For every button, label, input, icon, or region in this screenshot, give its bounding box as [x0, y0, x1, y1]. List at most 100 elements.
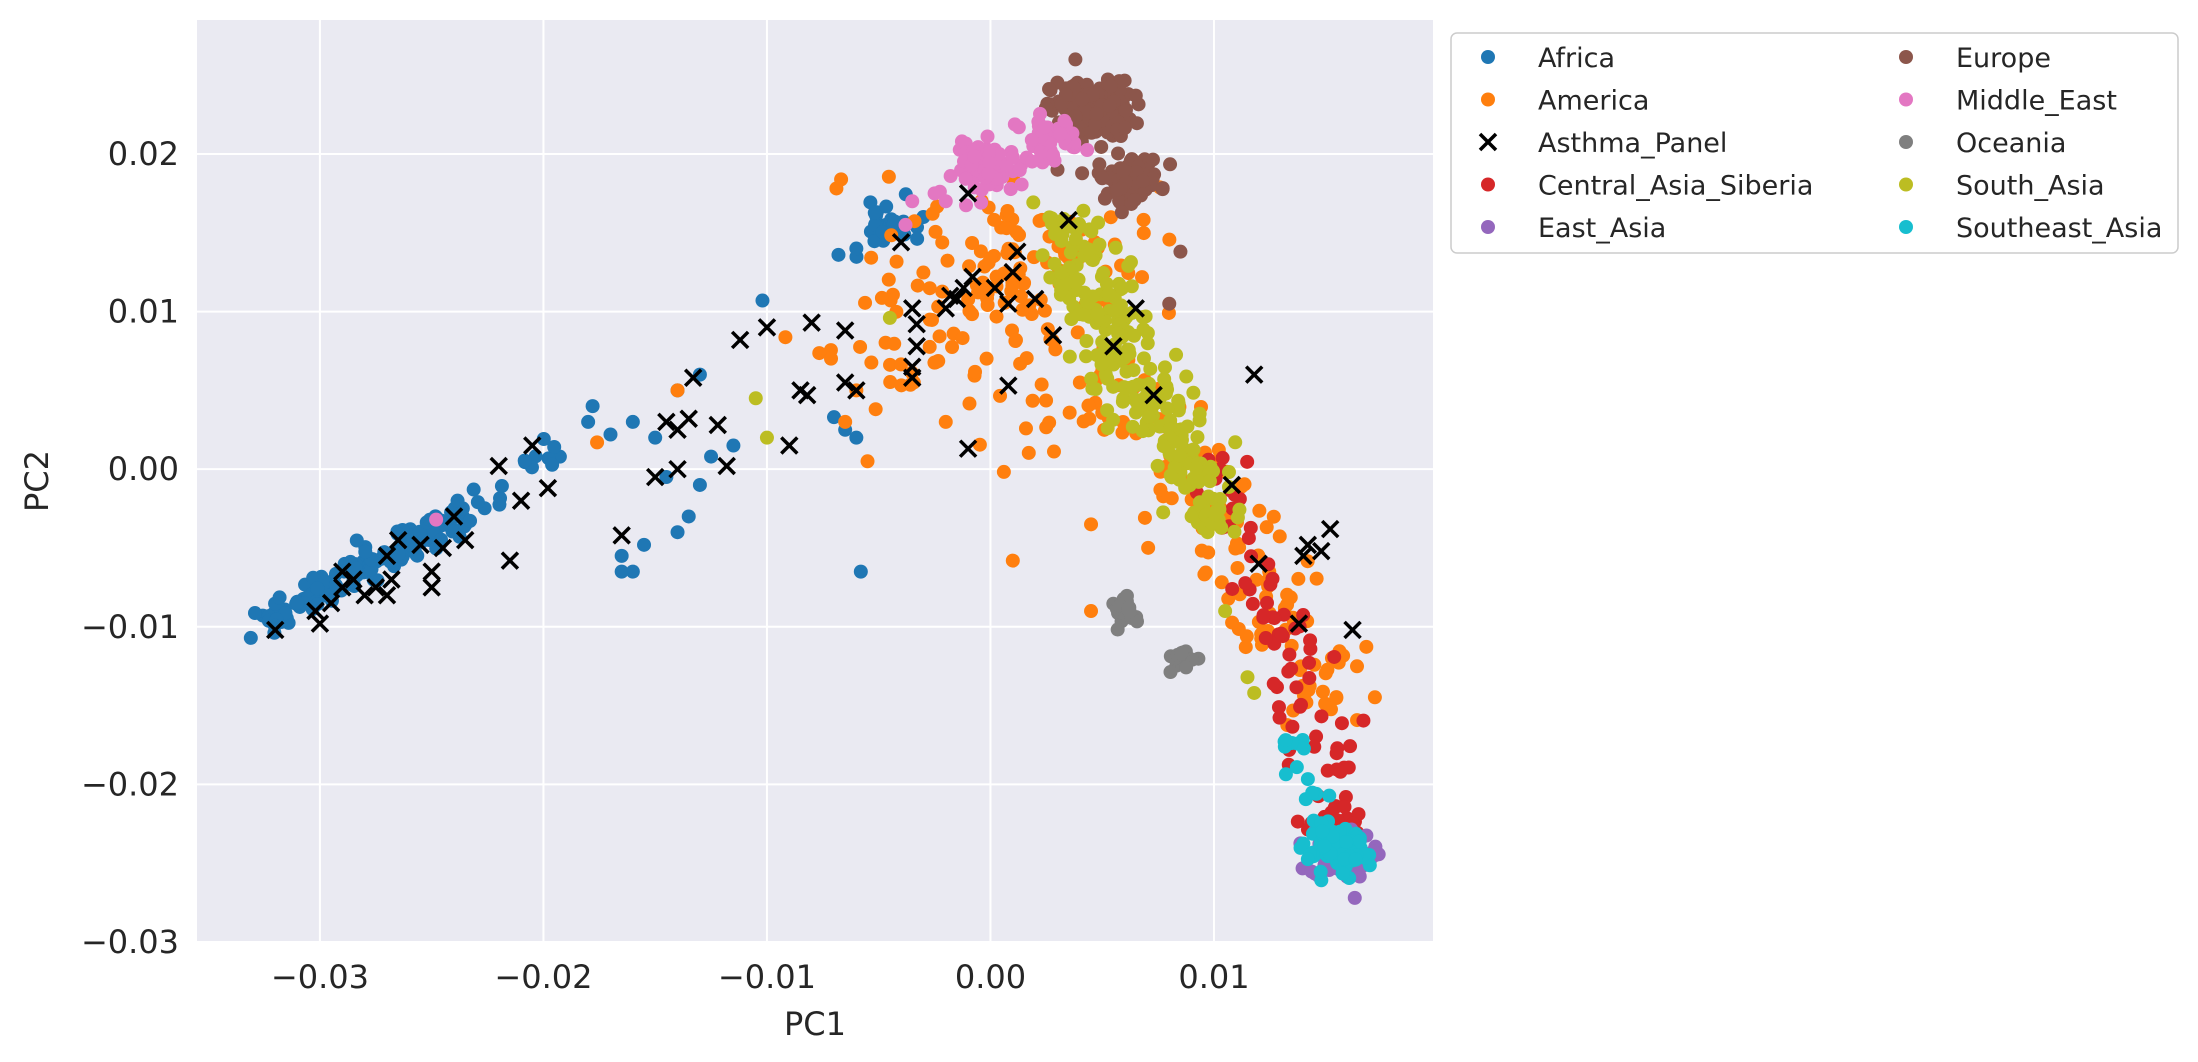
point-southeast-asia	[1305, 785, 1320, 800]
point-central-asia-siberia	[1334, 716, 1349, 731]
point-south-asia	[1179, 369, 1194, 384]
point-central-asia-siberia	[1343, 739, 1358, 754]
point-africa	[867, 205, 882, 220]
point-southeast-asia	[1278, 767, 1293, 782]
point-america	[922, 339, 937, 354]
point-asthma-panel	[985, 278, 1005, 298]
point-central-asia-siberia	[1302, 671, 1317, 686]
point-europe	[1127, 192, 1142, 207]
point-south-asia	[1063, 245, 1078, 260]
point-america	[1048, 342, 1063, 357]
point-south-asia	[1035, 248, 1050, 263]
data-points	[243, 52, 1386, 905]
legend-marker	[1481, 220, 1495, 234]
point-central-asia-siberia	[1282, 647, 1297, 662]
point-america	[1141, 540, 1156, 555]
point-middle-east	[1046, 148, 1061, 163]
point-south-asia	[1227, 524, 1242, 539]
y-tick-labels: 0.02 0.01 0.00 −0.01 −0.02 −0.03	[81, 135, 179, 961]
point-america	[1081, 398, 1096, 413]
point-america	[1230, 560, 1245, 575]
point-southeast-asia	[1289, 760, 1304, 775]
point-middle-east	[1012, 163, 1027, 178]
point-asthma-panel	[306, 601, 325, 621]
point-europe	[1103, 79, 1118, 94]
point-europe	[1118, 103, 1133, 118]
point-south-asia	[1221, 465, 1236, 480]
point-south-asia	[1076, 203, 1091, 218]
legend-label: Oceania	[1956, 128, 2066, 159]
point-africa	[466, 482, 481, 497]
point-south-asia	[1079, 334, 1094, 349]
point-asthma-panel	[1008, 242, 1027, 261]
point-south-asia	[1026, 195, 1041, 210]
y-tick-label: −0.02	[81, 765, 179, 803]
point-africa	[450, 493, 465, 508]
point-south-asia	[1068, 231, 1083, 246]
point-central-asia-siberia	[1285, 719, 1300, 734]
point-africa	[349, 533, 364, 548]
point-central-asia-siberia	[1240, 454, 1255, 469]
point-america	[1238, 640, 1253, 655]
point-middle-east	[974, 195, 989, 210]
point-south-asia	[1208, 507, 1223, 522]
point-africa	[849, 241, 864, 256]
point-central-asia-siberia	[1356, 713, 1371, 728]
point-south-asia	[1115, 394, 1130, 409]
point-africa	[704, 449, 719, 464]
point-central-asia-siberia	[1329, 746, 1344, 761]
point-europe	[1112, 193, 1127, 208]
point-america	[1283, 590, 1298, 605]
point-south-asia	[1092, 237, 1107, 252]
point-middle-east	[959, 198, 974, 213]
point-southeast-asia	[1337, 852, 1352, 867]
point-america	[924, 312, 939, 327]
point-south-asia	[1100, 403, 1115, 418]
x-axis-label: PC1	[784, 1005, 846, 1043]
point-africa	[358, 544, 373, 559]
point-america	[965, 307, 980, 322]
point-europe	[1068, 109, 1083, 124]
point-asthma-panel	[683, 368, 703, 388]
point-asthma-panel	[444, 507, 464, 526]
point-america	[1136, 226, 1151, 241]
point-south-asia	[1142, 410, 1157, 425]
point-europe	[1117, 120, 1132, 135]
point-oceania	[1174, 646, 1189, 661]
point-south-asia	[1143, 361, 1158, 376]
legend-marker	[1899, 220, 1913, 234]
legend-marker	[1899, 50, 1913, 64]
point-america	[989, 309, 1004, 324]
point-south-asia	[1189, 461, 1204, 476]
point-asthma-panel	[835, 373, 855, 392]
legend-item-south-asia: South_Asia	[1899, 171, 2105, 202]
point-america	[1005, 553, 1020, 568]
point-africa	[536, 432, 551, 447]
point-america	[853, 339, 868, 354]
point-middle-east	[1011, 120, 1026, 135]
point-asthma-panel	[366, 578, 386, 597]
point-southeast-asia	[1317, 839, 1332, 854]
point-central-asia-siberia	[1245, 596, 1260, 611]
point-south-asia	[1048, 227, 1063, 242]
point-america	[1291, 571, 1306, 586]
point-america	[938, 414, 953, 429]
legend-label: Africa	[1538, 43, 1615, 74]
point-south-asia	[1129, 405, 1144, 420]
point-africa	[681, 509, 696, 524]
point-africa	[637, 537, 652, 552]
point-america	[1021, 445, 1036, 460]
point-america	[910, 278, 925, 293]
point-asthma-panel	[797, 385, 817, 405]
y-tick-label: 0.01	[108, 293, 179, 331]
point-america	[1018, 421, 1033, 436]
point-america	[864, 250, 879, 265]
point-africa	[470, 495, 485, 510]
point-america	[935, 235, 950, 250]
point-america	[1013, 261, 1028, 276]
y-tick-label: −0.01	[81, 608, 179, 646]
point-southeast-asia	[1348, 852, 1363, 867]
point-asthma-panel	[902, 368, 922, 388]
point-africa	[310, 581, 325, 596]
legend-label: America	[1538, 86, 1649, 117]
